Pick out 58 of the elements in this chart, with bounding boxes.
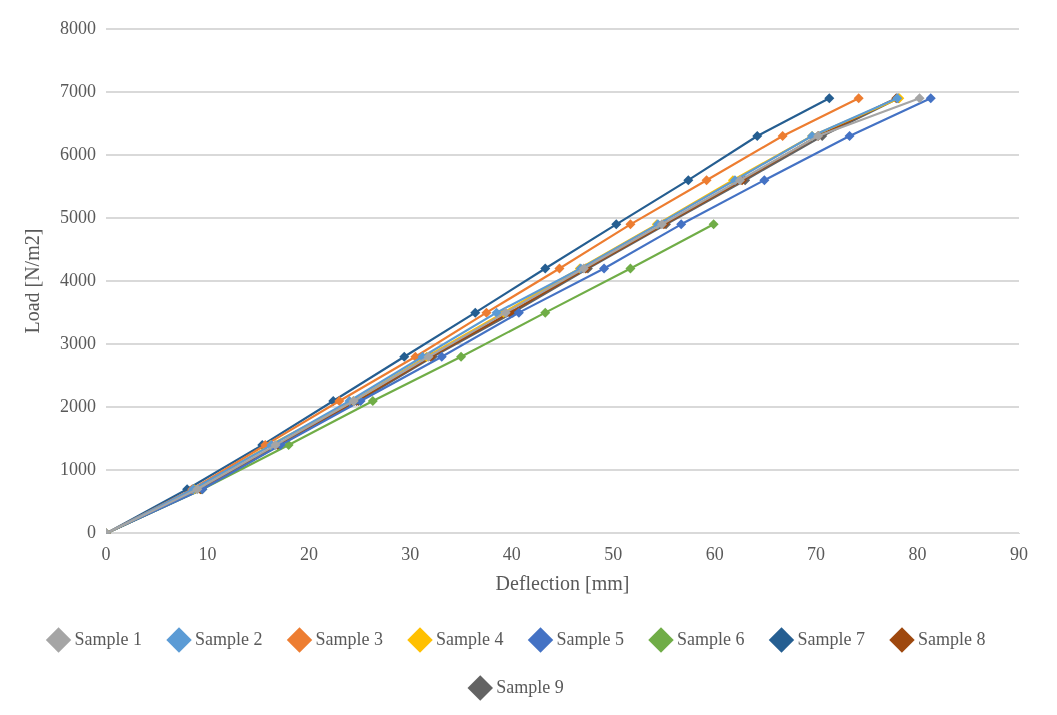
point (470, 307, 481, 318)
legend-label: Sample 4 (436, 628, 504, 649)
point (676, 219, 687, 230)
point (399, 351, 410, 362)
x-tick-label: 80 (908, 543, 927, 564)
point (925, 93, 936, 104)
legend-label: Sample 8 (917, 628, 986, 649)
point (540, 263, 551, 274)
point (824, 93, 835, 104)
point (752, 131, 763, 142)
point (513, 307, 524, 318)
legend-label: Sample 2 (195, 628, 263, 649)
point (914, 93, 925, 104)
point (708, 219, 719, 230)
legend-label: Sample 9 (496, 676, 564, 697)
y-tick-label: 7000 (60, 80, 96, 101)
point (625, 219, 636, 230)
y-tick-label: 8000 (60, 17, 96, 38)
point (334, 395, 345, 406)
legend-label: Sample 1 (74, 628, 143, 649)
point (844, 131, 855, 142)
x-axis-title: Deflection [mm] (495, 572, 630, 595)
x-tick-label: 20 (299, 543, 318, 564)
y-tick-label: 3000 (60, 332, 96, 353)
legend-label: Sample 7 (797, 628, 865, 649)
x-tick-label: 0 (101, 543, 111, 564)
x-tick-label: 30 (401, 543, 420, 564)
legend-label: Sample 6 (676, 628, 745, 649)
y-tick-label: 5000 (60, 206, 96, 227)
legend-label: Sample 3 (315, 628, 384, 649)
y-tick-label: 0 (87, 522, 96, 543)
point (481, 307, 492, 318)
point (367, 395, 378, 406)
point (540, 307, 551, 318)
x-tick-label: 50 (604, 543, 623, 564)
x-tick-label: 60 (705, 543, 724, 564)
y-tick-label: 2000 (60, 395, 96, 416)
point (456, 351, 467, 362)
point (491, 307, 502, 318)
point (701, 175, 712, 186)
point (777, 131, 788, 142)
point (599, 263, 610, 274)
point (759, 175, 770, 186)
y-tick-label: 1000 (60, 459, 96, 480)
point (554, 263, 565, 274)
point (853, 93, 864, 104)
point (436, 351, 447, 362)
legend-label: Sample 5 (556, 628, 624, 649)
x-tick-label: 10 (198, 543, 217, 564)
point (625, 263, 636, 274)
point (683, 175, 694, 186)
y-tick-label: 4000 (60, 269, 96, 290)
x-tick-label: 70 (807, 543, 826, 564)
x-tick-label: 90 (1010, 543, 1028, 564)
point (611, 219, 622, 230)
y-axis-title: Load [N/m2] (21, 228, 44, 334)
x-tick-label: 40 (502, 543, 521, 564)
y-tick-label: 6000 (60, 143, 96, 164)
